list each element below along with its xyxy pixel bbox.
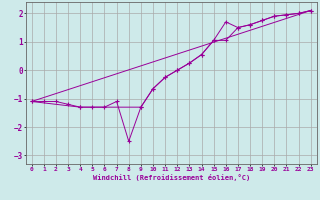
X-axis label: Windchill (Refroidissement éolien,°C): Windchill (Refroidissement éolien,°C) — [92, 174, 250, 181]
